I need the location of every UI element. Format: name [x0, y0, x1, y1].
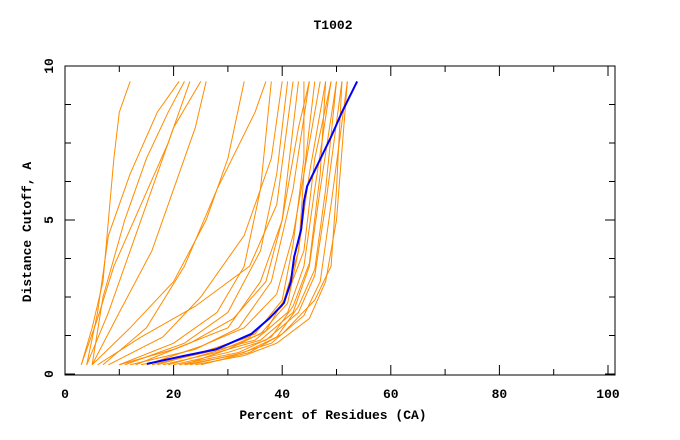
- model-line-16: [162, 81, 337, 366]
- model-line-14: [140, 81, 327, 366]
- model-line-26: [200, 81, 343, 366]
- x-tick-label: 0: [61, 387, 69, 402]
- chart-title: T1002: [313, 18, 352, 33]
- model-line-17: [173, 81, 343, 366]
- x-tick-label: 20: [166, 387, 182, 402]
- model-line-8: [102, 81, 267, 366]
- model-line-9: [108, 81, 283, 366]
- model-line-27: [184, 81, 332, 366]
- axis-tick-labels: 0 20 40 60 80 100 0 5 10: [42, 58, 620, 402]
- y-tick-label: 0: [42, 370, 57, 378]
- model-line-6: [80, 81, 191, 365]
- model-line-1: [80, 81, 131, 365]
- model-line-11: [119, 81, 299, 366]
- model-line-22: [178, 81, 327, 366]
- axis-ticks: [64, 65, 615, 375]
- model-line-13: [97, 81, 294, 366]
- model-line-25: [135, 81, 310, 366]
- model-line-15: [151, 81, 332, 366]
- model-line-3: [91, 81, 185, 365]
- model-line-10: [119, 81, 272, 366]
- series-group: [80, 80, 359, 366]
- x-tick-label: 80: [492, 387, 508, 402]
- model-line-4: [86, 81, 202, 365]
- model-line-18: [184, 81, 348, 366]
- x-axis-label: Percent of Residues (CA): [239, 408, 426, 423]
- model-line-19: [195, 81, 348, 366]
- highlight-line: [146, 80, 359, 365]
- x-tick-label: 100: [596, 387, 620, 402]
- y-tick-label: 10: [42, 58, 57, 74]
- model-line-24: [146, 81, 321, 366]
- model-line-5: [91, 81, 207, 365]
- x-tick-label: 40: [274, 387, 290, 402]
- model-line-23: [189, 81, 337, 366]
- model-line-2: [86, 81, 180, 365]
- x-tick-label: 60: [383, 387, 399, 402]
- y-axis-label: Distance Cutoff, A: [20, 162, 35, 303]
- model-line-7: [91, 81, 245, 366]
- model-line-28: [124, 81, 289, 366]
- y-tick-label: 5: [42, 216, 57, 224]
